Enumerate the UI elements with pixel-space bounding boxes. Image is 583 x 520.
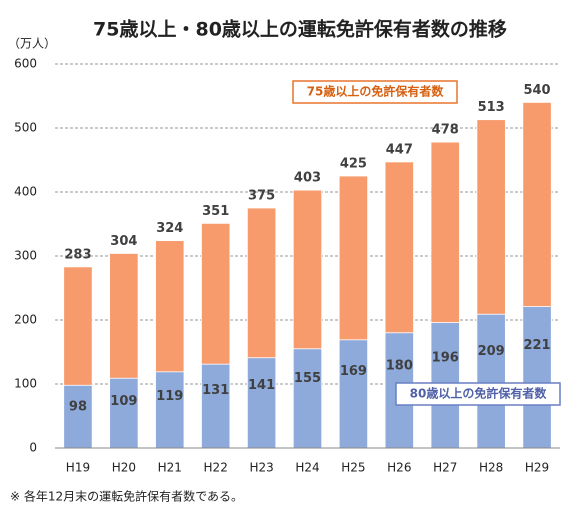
data-label: 196 (432, 351, 459, 366)
data-label: 209 (478, 344, 505, 359)
x-tick-label: H23 (249, 461, 273, 475)
data-label: 119 (156, 389, 183, 404)
y-tick-label: 200 (14, 313, 37, 327)
x-tick-label: H19 (66, 461, 90, 475)
data-label: 141 (248, 378, 275, 393)
bar (338, 339, 369, 449)
data-label: 283 (64, 247, 91, 262)
x-tick-label: H29 (525, 461, 549, 475)
x-tick-label: H20 (112, 461, 136, 475)
data-label: 180 (386, 359, 413, 374)
data-label: 169 (340, 364, 367, 379)
bar (476, 313, 506, 449)
data-label: 131 (202, 383, 229, 398)
data-label: 98 (69, 400, 87, 415)
data-label: 221 (523, 338, 550, 353)
bar (246, 357, 277, 449)
y-tick-label: 500 (14, 121, 37, 135)
bar (522, 306, 552, 449)
data-label: 304 (110, 234, 137, 249)
data-label: 403 (294, 171, 321, 186)
data-label: 109 (110, 394, 137, 409)
y-tick-label: 100 (14, 377, 37, 391)
x-tick-label: H26 (387, 461, 411, 475)
legend-label: 75歳以上の免許保有者数 (307, 84, 445, 99)
y-unit-label: （万人） (8, 37, 56, 51)
data-label: 351 (202, 204, 229, 219)
bar (201, 363, 231, 449)
y-tick-label: 300 (14, 249, 37, 263)
data-label: 324 (156, 221, 183, 236)
y-tick-label: 400 (14, 185, 37, 199)
legend-box (292, 80, 458, 104)
x-tick-label: H24 (295, 461, 319, 475)
bar (292, 348, 323, 449)
y-tick-label: 0 (29, 441, 37, 455)
data-label: 447 (386, 142, 413, 157)
legend-box (395, 382, 561, 406)
bar (109, 377, 139, 449)
bar (63, 384, 93, 449)
footnote: ※ 各年12月末の運転免許保有者数である。 (10, 489, 243, 504)
data-label: 540 (523, 83, 550, 98)
y-tick-label: 600 (14, 57, 37, 71)
x-tick-label: H21 (158, 461, 182, 475)
bar (155, 371, 185, 449)
data-label: 375 (248, 189, 275, 204)
x-tick-label: H28 (479, 461, 503, 475)
data-label: 478 (432, 123, 459, 138)
legend-label: 80歳以上の免許保有者数 (410, 386, 548, 401)
x-tick-label: H27 (433, 461, 457, 475)
data-label: 513 (478, 100, 505, 115)
data-label: 155 (294, 371, 321, 386)
data-label: 425 (340, 157, 367, 172)
chart-title: 75歳以上・80歳以上の運転免許保有者数の推移 (93, 18, 507, 41)
x-tick-label: H25 (341, 461, 365, 475)
x-tick-label: H22 (204, 461, 228, 475)
